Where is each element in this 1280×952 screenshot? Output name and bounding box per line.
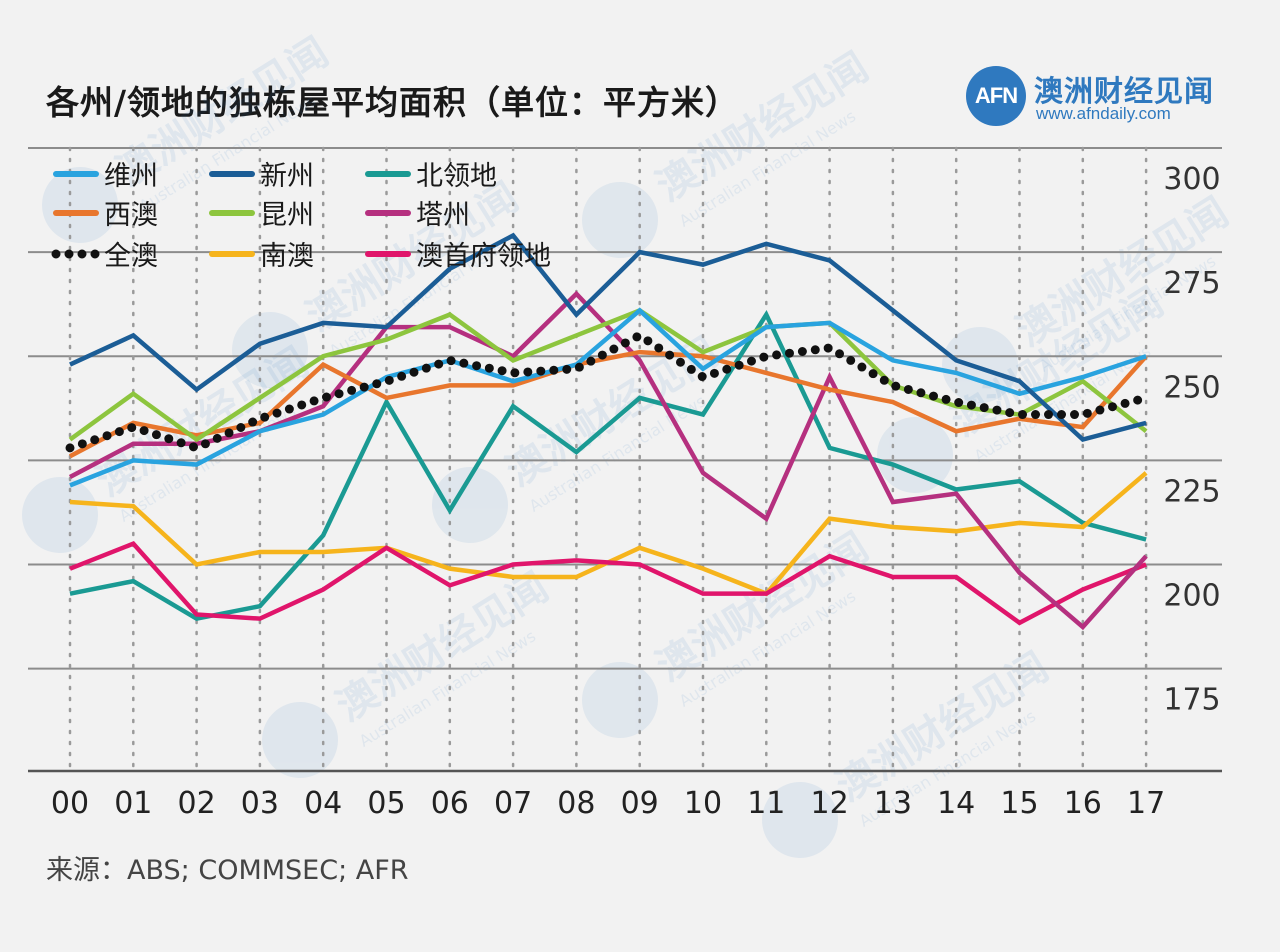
- legend-label: 维州: [104, 161, 158, 192]
- legend-label: 新州: [260, 161, 314, 192]
- legend-item: 新州: [209, 161, 314, 192]
- watermark-logo-icon: [942, 327, 1018, 403]
- x-tick-label: 14: [937, 786, 975, 821]
- x-tick-label: 15: [1000, 786, 1038, 821]
- x-tick-label: 13: [874, 786, 912, 821]
- x-tick-label: 08: [557, 786, 595, 821]
- x-tick-label: 10: [684, 786, 722, 821]
- watermark-logo-icon: [42, 167, 118, 243]
- legend-item: 全澳: [51, 241, 158, 272]
- brand-url: www.afndaily.com: [1036, 104, 1171, 123]
- brand-name: 澳洲财经见闻: [1034, 74, 1215, 108]
- legend-item: 塔州: [365, 200, 470, 231]
- x-tick-label: 12: [811, 786, 849, 821]
- y-tick-label: 275: [1163, 266, 1220, 301]
- x-tick-label: 02: [178, 786, 216, 821]
- watermark-logo-icon: [232, 312, 308, 388]
- y-tick-label: 200: [1163, 579, 1220, 614]
- x-tick-label: 17: [1127, 786, 1165, 821]
- x-tick-label: 03: [241, 786, 279, 821]
- series-line-全澳: [65, 330, 1151, 453]
- x-tick-label: 00: [51, 786, 89, 821]
- series-line-新州: [69, 232, 1147, 443]
- x-tick-label: 01: [114, 786, 152, 821]
- series-line-维州: [69, 307, 1147, 488]
- y-axis-ticks: 175 200 225 250 275 300: [1163, 162, 1220, 718]
- y-tick-label: 250: [1163, 370, 1220, 405]
- source-note: 来源：ABS; COMMSEC; AFR: [46, 855, 409, 886]
- series-line-塔州: [68, 290, 1148, 631]
- x-tick-label: 04: [304, 786, 342, 821]
- watermark-logo-icon: [262, 702, 338, 778]
- x-tick-label: 09: [621, 786, 659, 821]
- y-tick-label: 300: [1163, 162, 1220, 197]
- legend-label: 西澳: [104, 200, 158, 231]
- series-layer: [65, 232, 1151, 631]
- x-tick-label: 11: [747, 786, 785, 821]
- legend-label: 澳首府领地: [416, 241, 551, 272]
- series-line-澳首府领地: [69, 541, 1147, 626]
- legend-label: 昆州: [260, 200, 314, 231]
- legend-label: 北领地: [416, 161, 497, 192]
- legend-label: 塔州: [416, 200, 470, 231]
- watermark-logo-icon: [762, 782, 838, 858]
- legend-item: 南澳: [209, 241, 314, 272]
- x-tick-label: 06: [431, 786, 469, 821]
- afn-logo-icon: AFN: [966, 66, 1026, 126]
- x-tick-label: 16: [1064, 786, 1102, 821]
- series-line-昆州: [68, 307, 1148, 443]
- chart-title: 各州/领地的独栋屋平均面积（单位：平方米）: [46, 83, 740, 122]
- legend-item: 北领地: [365, 161, 497, 192]
- y-tick-label: 225: [1163, 474, 1220, 509]
- legend-item: 澳首府领地: [365, 241, 551, 272]
- legend-label: 南澳: [260, 241, 314, 272]
- legend-item: 昆州: [209, 200, 314, 231]
- watermark-logo-icon: [877, 417, 953, 493]
- series-line-南澳: [69, 471, 1148, 597]
- x-tick-label: 05: [367, 786, 405, 821]
- legend-item: 维州: [53, 161, 158, 192]
- series-line-北领地: [69, 309, 1147, 622]
- brand-header: AFN 澳洲财经见闻 www.afndaily.com: [966, 66, 1236, 130]
- x-axis-ticks: 00 01 02 03 04 05 06 07 08 09 10 11 12 13 14 15 16 17: [51, 786, 1165, 821]
- watermark-logo-icon: [22, 477, 98, 553]
- legend-label: 全澳: [104, 241, 158, 272]
- y-tick-label: 175: [1163, 683, 1220, 718]
- legend-item: 西澳: [53, 200, 158, 231]
- x-tick-label: 07: [494, 786, 532, 821]
